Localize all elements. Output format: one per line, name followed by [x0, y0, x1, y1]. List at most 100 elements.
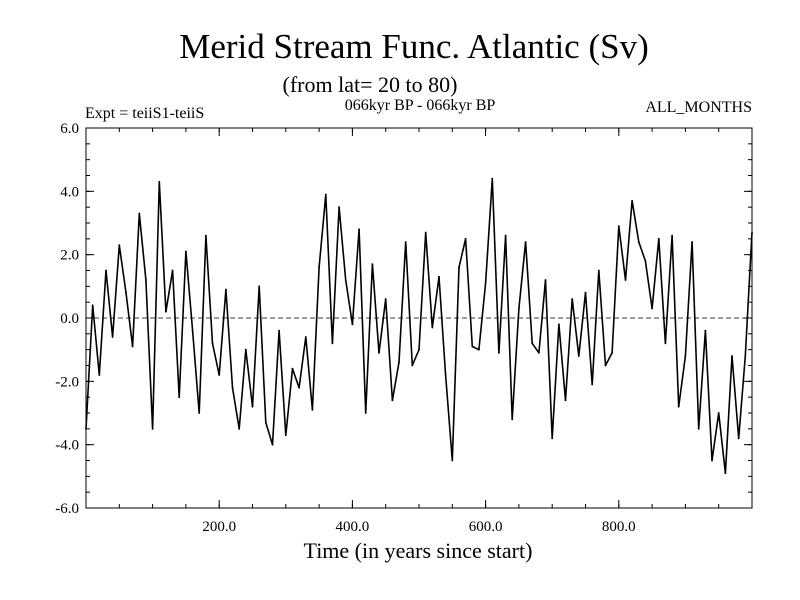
data-point [378, 351, 380, 354]
data-point [424, 231, 427, 234]
data-point [611, 351, 614, 354]
data-point [331, 342, 334, 345]
data-point [484, 282, 487, 285]
data-point [271, 443, 274, 446]
data-point [664, 342, 667, 345]
data-point [524, 241, 527, 243]
data-point [518, 307, 520, 310]
data-point [118, 244, 121, 247]
data-point [178, 396, 181, 399]
data-point [671, 234, 673, 237]
data-point [717, 412, 720, 414]
data-point [724, 472, 727, 475]
data-point [145, 279, 147, 281]
data-point [751, 231, 753, 234]
data-point [584, 291, 587, 294]
data-point [125, 291, 127, 294]
data-point [165, 310, 167, 313]
data-point [637, 241, 640, 243]
data-point [631, 199, 634, 202]
x-tick-label: 800.0 [602, 519, 636, 535]
data-point [731, 355, 733, 357]
experiment-label: Expt = teiiS1-teiiS [85, 105, 204, 122]
data-point [591, 383, 594, 386]
data-point [398, 361, 400, 364]
data-point [91, 304, 94, 307]
data-point [191, 329, 194, 332]
data-point [338, 206, 340, 209]
data-point [291, 367, 294, 370]
data-point [251, 405, 254, 408]
data-point [131, 345, 134, 348]
data-point [111, 336, 114, 338]
data-point [85, 427, 87, 430]
data-point [498, 351, 500, 354]
data-point [284, 434, 287, 437]
data-point [531, 342, 534, 345]
data-point [411, 364, 414, 367]
data-point [684, 355, 687, 357]
data-point [557, 323, 560, 326]
y-tick-label: -6.0 [55, 501, 79, 517]
data-point [371, 263, 374, 266]
x-axis-label: Time (in years since start) [304, 538, 533, 563]
x-tick-label: 200.0 [202, 519, 236, 535]
y-tick-label: 6.0 [60, 121, 79, 137]
data-point [278, 329, 281, 332]
data-point [651, 307, 653, 310]
data-point [677, 405, 680, 408]
data-point [171, 269, 174, 272]
data-point [737, 437, 740, 440]
data-point [105, 269, 107, 272]
x-tick-label: 600.0 [469, 519, 503, 535]
period-label: 066kyr BP - 066kyr BP [345, 97, 496, 114]
data-point [298, 386, 301, 389]
months-label: ALL_MONTHS [645, 99, 752, 116]
plot-area [85, 177, 753, 475]
data-point [244, 348, 247, 351]
data-point [704, 329, 707, 332]
y-tick-label: 0.0 [60, 311, 79, 327]
data-point [231, 386, 234, 389]
data-point [238, 427, 241, 430]
data-point [644, 260, 647, 262]
data-point [218, 374, 221, 376]
data-point [185, 250, 187, 253]
data-point [364, 412, 367, 414]
data-point [384, 298, 387, 300]
data-point [258, 285, 261, 288]
data-point [544, 279, 547, 281]
data-point [311, 408, 314, 411]
x-tick-label: 400.0 [336, 519, 370, 535]
data-point [657, 237, 660, 240]
data-point [404, 241, 407, 243]
data-point [744, 355, 747, 357]
chart-title: Merid Stream Func. Atlantic (Sv) [179, 27, 649, 66]
data-point [617, 225, 620, 228]
data-point [711, 459, 713, 462]
data-point [471, 345, 474, 348]
data-point [138, 212, 141, 215]
data-point [444, 374, 447, 376]
data-point [624, 279, 627, 281]
data-point [324, 193, 327, 196]
data-point [418, 348, 420, 351]
data-point [564, 399, 567, 402]
data-point [597, 269, 600, 272]
data-point [351, 323, 354, 326]
data-point [158, 180, 161, 183]
data-point [264, 421, 267, 424]
data-point [537, 351, 540, 354]
data-point [224, 288, 227, 291]
data-point [98, 374, 101, 376]
data-point [344, 279, 347, 281]
data-point [431, 326, 434, 329]
data-point [604, 364, 607, 367]
data-point [571, 298, 574, 300]
data-point [304, 336, 307, 338]
data-point [451, 459, 454, 462]
data-point [691, 241, 693, 243]
data-point [458, 266, 460, 269]
data-point [151, 427, 154, 430]
